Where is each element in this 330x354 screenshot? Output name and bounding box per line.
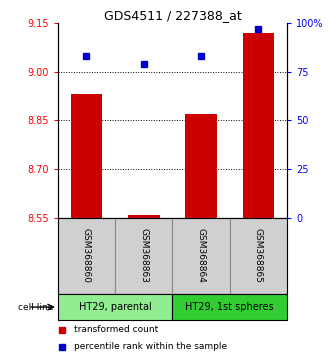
Bar bbox=[172, 218, 230, 294]
Text: cell line: cell line bbox=[18, 303, 53, 312]
Bar bbox=[230, 218, 287, 294]
Bar bbox=[172, 294, 287, 320]
Text: GSM368860: GSM368860 bbox=[82, 228, 91, 283]
Title: GDS4511 / 227388_at: GDS4511 / 227388_at bbox=[104, 9, 241, 22]
Bar bbox=[128, 216, 159, 218]
Text: HT29, parental: HT29, parental bbox=[79, 302, 151, 312]
Bar bbox=[58, 218, 115, 294]
Text: GSM368865: GSM368865 bbox=[254, 228, 263, 283]
Text: HT29, 1st spheres: HT29, 1st spheres bbox=[185, 302, 274, 312]
Text: percentile rank within the sample: percentile rank within the sample bbox=[74, 342, 227, 351]
Bar bbox=[115, 218, 172, 294]
Text: GSM368864: GSM368864 bbox=[197, 228, 206, 283]
Bar bbox=[58, 294, 172, 320]
Bar bbox=[185, 114, 217, 218]
Bar bbox=[243, 33, 274, 218]
Bar bbox=[71, 95, 102, 218]
Text: GSM368863: GSM368863 bbox=[139, 228, 148, 283]
Text: transformed count: transformed count bbox=[74, 325, 158, 334]
